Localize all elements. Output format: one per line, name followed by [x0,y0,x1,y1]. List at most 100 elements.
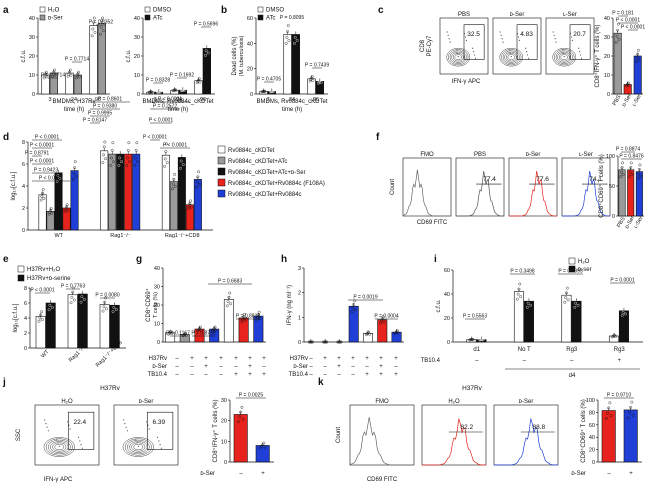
x-axis-label: BMDMs, H37Rv [52,99,95,105]
data-point [170,332,174,336]
data-point [69,301,73,305]
p-value: P < 0.0001 [30,288,54,294]
data-point [311,340,314,344]
event-dot [474,57,477,59]
data-point [179,159,183,163]
event-dot [554,38,556,40]
contour-line [122,437,154,457]
gate-value: 22.4 [73,419,86,426]
contour-line [454,54,462,61]
event-dot [46,426,48,428]
p-value: P = 0.0001 [610,278,634,284]
treatment-mark: – [175,356,179,362]
event-dot [456,52,458,54]
data-point [368,332,372,336]
data-point [47,308,51,312]
legend-swatch [17,274,25,282]
data-point [480,337,484,341]
flow-c-0: PBS 32.5 [439,12,489,75]
contour-line [52,442,67,452]
contour-line [560,54,568,61]
treatment-row-label: ᴅ-Ser [293,364,308,370]
legend-label: H₂O [48,8,60,14]
data-point [262,89,266,93]
y-tick-label: 30 [604,35,610,41]
data-point [57,162,61,166]
plot-label: ʟ-Ser [563,12,577,18]
p-value: P = 0.8328 [146,78,170,84]
data-point [204,53,207,57]
data-point [53,73,57,77]
treatment-mark: – [239,471,243,477]
bar [348,305,359,343]
p-value: P = 0.1167 [166,331,190,337]
y-axis-label: CD8⁺CD69⁺ T cells (%) [580,399,587,462]
data-point [101,309,105,313]
flow-k-1: 82.2 H₂O [421,399,487,466]
data-point [311,78,315,82]
flow-f-1: 77.4 PBS [455,152,505,217]
contour-line [501,49,522,66]
x-axis-label: IFN-γ APC [452,79,481,85]
y-tick-label: 0 [298,340,301,346]
data-point [109,164,113,167]
data-point [630,400,634,404]
treatment-mark: – [351,372,355,378]
gate-value: 32.5 [467,31,480,38]
data-point [53,68,56,72]
data-point [516,292,520,296]
gate-value: 4.83 [520,31,533,38]
flow-f-3: 74.1 ʟ-Ser [561,152,611,217]
data-point [197,170,200,174]
data-point [38,316,42,320]
data-point [629,161,633,165]
data-point [620,314,624,317]
treatment-mark: – [394,364,398,370]
y-tick-label: 20 [29,54,35,60]
data-point [158,90,162,94]
treatment-row-label: ᴅ-Ser [152,364,167,370]
data-point [82,297,86,301]
data-point [44,70,48,74]
panel-letter-g: g [136,254,142,265]
y-tick-label: 60 [247,16,253,22]
event-dot [517,36,520,38]
data-point [58,177,62,180]
treatment-mark: – [607,471,611,477]
event-dot [499,31,501,33]
treatment-mark: + [204,356,208,362]
x-tick-label: ᴅ-Ser [621,93,633,108]
plot-frame [561,157,611,217]
contour-line [558,53,570,62]
plot-label: ᴅ-Ser [519,399,534,405]
data-point [166,332,170,336]
x-tick-label: 24 [289,97,295,103]
data-point [49,207,53,210]
data-point [181,163,185,167]
treatment-mark: + [337,356,341,362]
histogram-curve [402,169,451,217]
panel-letter-i: i [434,254,437,265]
gate-value: 6.39 [152,419,165,426]
data-point [381,315,385,318]
y-axis-label: c.f.u. [21,49,27,62]
histogram-curve [509,171,558,217]
event-dot [500,34,502,36]
contour-line [448,49,469,66]
treatment-mark: + [379,372,383,378]
bar [618,310,629,343]
plot-frame [402,157,452,217]
event-dot [126,430,129,432]
bar [45,302,56,349]
y-tick-label: 2 [298,291,301,297]
contour-line [133,443,144,451]
data-point [630,173,634,176]
y-tick-label: 40 [589,435,595,441]
data-point [225,304,229,308]
data-point [621,161,625,165]
contour-line [507,54,515,61]
data-point [165,142,168,146]
data-point [471,338,475,342]
data-point [293,36,297,39]
